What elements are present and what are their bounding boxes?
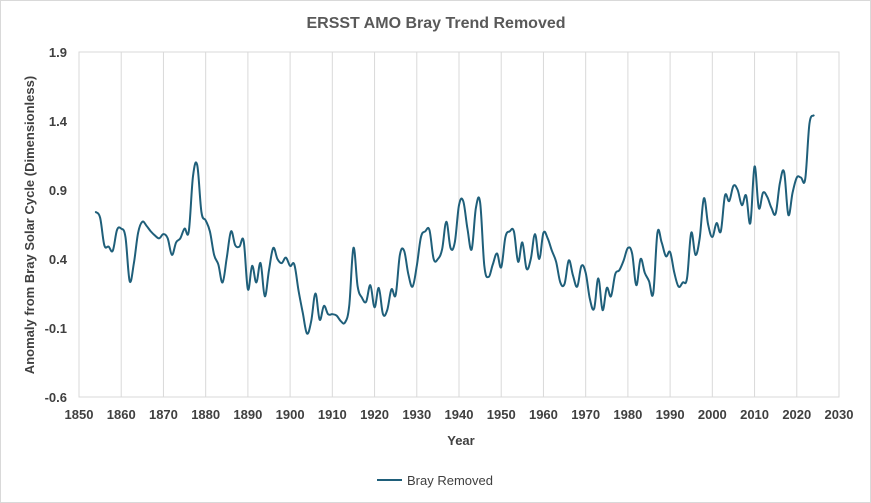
y-axis-label: Anomaly from Bray Solar Cycle (Dimension… <box>22 76 37 374</box>
chart-title: ERSST AMO Bray Trend Removed <box>306 15 565 32</box>
x-tick-label: 2030 <box>825 407 854 422</box>
x-tick-label: 1990 <box>656 407 685 422</box>
legend: Bray Removed <box>377 473 493 488</box>
y-tick-label: 1.4 <box>49 114 68 129</box>
x-tick-label: 1880 <box>191 407 220 422</box>
x-tick-label: 2010 <box>740 407 769 422</box>
y-tick-label: 1.9 <box>49 45 67 60</box>
x-tick-label: 1930 <box>402 407 431 422</box>
y-tick-label: -0.6 <box>45 390 67 405</box>
y-tick-label: 0.9 <box>49 183 67 198</box>
x-axis-label: Year <box>447 433 474 448</box>
x-tick-label: 1950 <box>487 407 516 422</box>
x-tick-label: 1940 <box>445 407 474 422</box>
plot-area-border <box>78 51 840 398</box>
x-tick-label: 1890 <box>233 407 262 422</box>
x-tick-label: 1960 <box>529 407 558 422</box>
x-tick-label: 1850 <box>65 407 94 422</box>
y-axis-ticks: 1.9 1.4 0.9 0.4 -0.1 -0.6 <box>45 45 68 405</box>
legend-label: Bray Removed <box>407 473 493 488</box>
x-tick-label: 1870 <box>149 407 178 422</box>
x-tick-label: 1970 <box>571 407 600 422</box>
y-tick-label: -0.1 <box>45 321 67 336</box>
x-tick-label: 1900 <box>276 407 305 422</box>
series-line-bray-removed <box>94 114 815 335</box>
x-tick-label: 2000 <box>698 407 727 422</box>
y-tick-label: 0.4 <box>49 252 68 267</box>
gridlines <box>78 52 840 397</box>
x-tick-label: 1920 <box>360 407 389 422</box>
x-tick-label: 1860 <box>107 407 136 422</box>
x-tick-label: 1910 <box>318 407 347 422</box>
x-axis-ticks: 1850 1860 1870 1880 1890 1900 1910 1920 1930 1940… <box>65 407 854 422</box>
x-tick-label: 1980 <box>613 407 642 422</box>
x-tick-label: 2020 <box>782 407 811 422</box>
